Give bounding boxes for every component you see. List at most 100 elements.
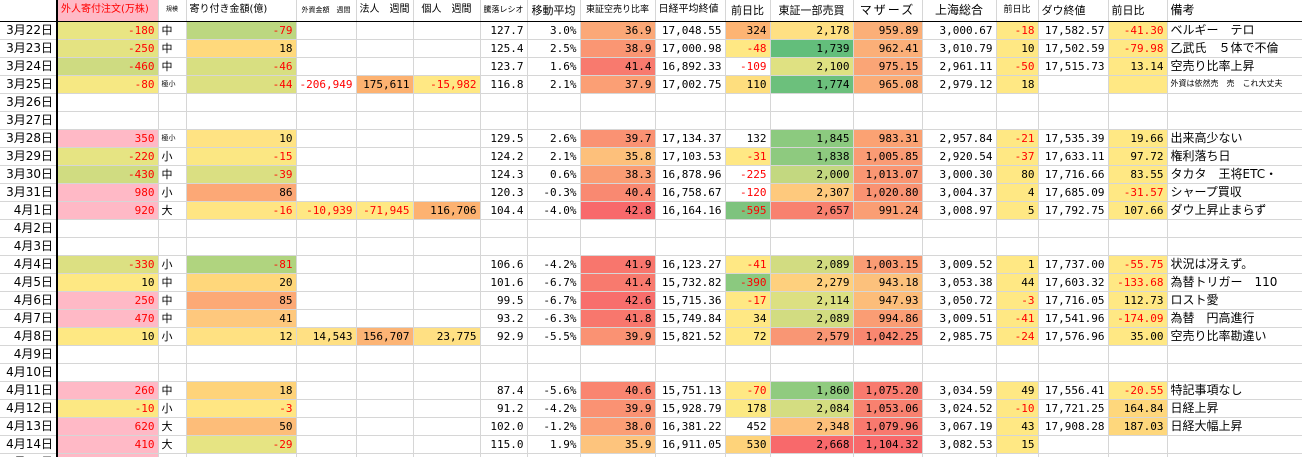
cell-wf[interactable] [296, 147, 357, 166]
cell-shanghai[interactable]: 3,010.79 [922, 39, 997, 58]
cell-note[interactable] [1167, 435, 1302, 454]
cell-wc[interactable] [356, 453, 414, 457]
cell-ma[interactable]: -1.2% [527, 417, 581, 436]
cell-ma[interactable]: -6.3% [527, 309, 581, 328]
cell-shanghai[interactable] [922, 345, 997, 364]
cell-nikkei[interactable]: 16,878.96 [655, 165, 726, 184]
cell-note[interactable] [1167, 237, 1302, 256]
cell-note[interactable] [1167, 111, 1302, 130]
cell-wc[interactable] [356, 363, 414, 382]
cell-nikkei[interactable]: 17,002.75 [655, 75, 726, 94]
cell-dchg[interactable] [1108, 93, 1168, 112]
cell-date[interactable]: 4月15日 [0, 453, 58, 457]
cell-note[interactable] [1167, 345, 1302, 364]
cell-dchg[interactable]: -20.55 [1108, 381, 1168, 400]
cell-short[interactable] [580, 453, 656, 457]
cell-schg[interactable]: 43 [996, 417, 1039, 436]
cell-size[interactable] [158, 111, 187, 130]
cell-short[interactable]: 40.4 [580, 183, 656, 202]
cell-short[interactable] [580, 219, 656, 238]
cell-nikkei[interactable]: 17,000.98 [655, 39, 726, 58]
cell-shanghai[interactable] [922, 363, 997, 382]
cell-schg[interactable]: -21 [996, 129, 1039, 148]
cell-nikkei[interactable] [655, 111, 726, 130]
cell-schg[interactable]: 18 [996, 75, 1039, 94]
cell-wi[interactable]: 23,775 [413, 327, 481, 346]
cell-ma[interactable] [527, 453, 581, 457]
cell-tse[interactable]: 2,089 [770, 309, 854, 328]
cell-tse[interactable]: 2,178 [770, 21, 854, 40]
cell-size[interactable] [158, 453, 187, 457]
cell-dchg[interactable]: -41.30 [1108, 21, 1168, 40]
cell-nchg[interactable] [725, 237, 771, 256]
cell-size[interactable]: 極小 [158, 75, 187, 94]
cell-shanghai[interactable]: 3,067.19 [922, 417, 997, 436]
cell-size[interactable] [158, 219, 187, 238]
cell-mothers[interactable]: 943.18 [853, 273, 923, 292]
cell-note[interactable] [1167, 363, 1302, 382]
cell-mothers[interactable]: 1,020.80 [853, 183, 923, 202]
cell-tse[interactable] [770, 453, 854, 457]
cell-shanghai[interactable]: 3,008.97 [922, 201, 997, 220]
cell-short[interactable]: 41.9 [580, 255, 656, 274]
cell-wi[interactable] [413, 21, 481, 40]
cell-wi[interactable] [413, 147, 481, 166]
cell-opening[interactable]: 18 [186, 381, 297, 400]
cell-nikkei[interactable] [655, 219, 726, 238]
cell-nikkei[interactable]: 15,751.13 [655, 381, 726, 400]
cell-shanghai[interactable]: 3,050.72 [922, 291, 997, 310]
cell-opening[interactable] [186, 453, 297, 457]
cell-mothers[interactable]: 994.86 [853, 309, 923, 328]
cell-short[interactable]: 35.9 [580, 435, 656, 454]
cell-opening[interactable] [186, 345, 297, 364]
cell-size[interactable]: 中 [158, 39, 187, 58]
cell-opening[interactable]: 50 [186, 417, 297, 436]
cell-wi[interactable] [413, 453, 481, 457]
cell-schg[interactable] [996, 453, 1039, 457]
cell-size[interactable]: 中 [158, 273, 187, 292]
cell-wf[interactable] [296, 21, 357, 40]
cell-nchg[interactable]: -70 [725, 381, 771, 400]
cell-wf[interactable]: -10,939 [296, 201, 357, 220]
col-header-date[interactable] [0, 0, 58, 22]
cell-note[interactable]: 日経上昇 [1167, 399, 1302, 418]
cell-foreign[interactable]: -10 [57, 399, 159, 418]
col-header-foreign[interactable]: 外人寄付注文(万株) [57, 0, 159, 22]
cell-schg[interactable] [996, 219, 1039, 238]
cell-short[interactable] [580, 111, 656, 130]
cell-dchg[interactable]: 187.03 [1108, 417, 1168, 436]
cell-wf[interactable] [296, 309, 357, 328]
cell-foreign[interactable]: -330 [57, 255, 159, 274]
cell-tse[interactable]: 2,668 [770, 435, 854, 454]
cell-opening[interactable]: -29 [186, 435, 297, 454]
cell-shanghai[interactable]: 3,000.67 [922, 21, 997, 40]
cell-nikkei[interactable]: 15,732.82 [655, 273, 726, 292]
cell-nikkei[interactable]: 15,715.36 [655, 291, 726, 310]
cell-dchg[interactable] [1108, 435, 1168, 454]
cell-short[interactable]: 41.4 [580, 273, 656, 292]
cell-size[interactable]: 中 [158, 165, 187, 184]
cell-mothers[interactable]: 959.89 [853, 21, 923, 40]
cell-dchg[interactable]: 112.73 [1108, 291, 1168, 310]
cell-tse[interactable] [770, 345, 854, 364]
cell-date[interactable]: 4月2日 [0, 219, 58, 238]
cell-nchg[interactable]: 72 [725, 327, 771, 346]
cell-wc[interactable] [356, 39, 414, 58]
cell-dchg[interactable]: 35.00 [1108, 327, 1168, 346]
cell-mothers[interactable]: 1,104.32 [853, 435, 923, 454]
cell-mothers[interactable] [853, 93, 923, 112]
cell-date[interactable]: 3月28日 [0, 129, 58, 148]
cell-foreign[interactable]: 350 [57, 129, 159, 148]
cell-mothers[interactable] [853, 111, 923, 130]
cell-nchg[interactable]: -120 [725, 183, 771, 202]
cell-schg[interactable] [996, 237, 1039, 256]
cell-date[interactable]: 4月5日 [0, 273, 58, 292]
cell-ma[interactable]: 2.1% [527, 147, 581, 166]
cell-nikkei[interactable] [655, 363, 726, 382]
cell-wi[interactable]: -15,982 [413, 75, 481, 94]
cell-dow[interactable] [1038, 219, 1109, 238]
cell-tse[interactable]: 2,100 [770, 57, 854, 76]
cell-date[interactable]: 3月22日 [0, 21, 58, 40]
cell-wc[interactable]: -71,945 [356, 201, 414, 220]
cell-wc[interactable] [356, 255, 414, 274]
